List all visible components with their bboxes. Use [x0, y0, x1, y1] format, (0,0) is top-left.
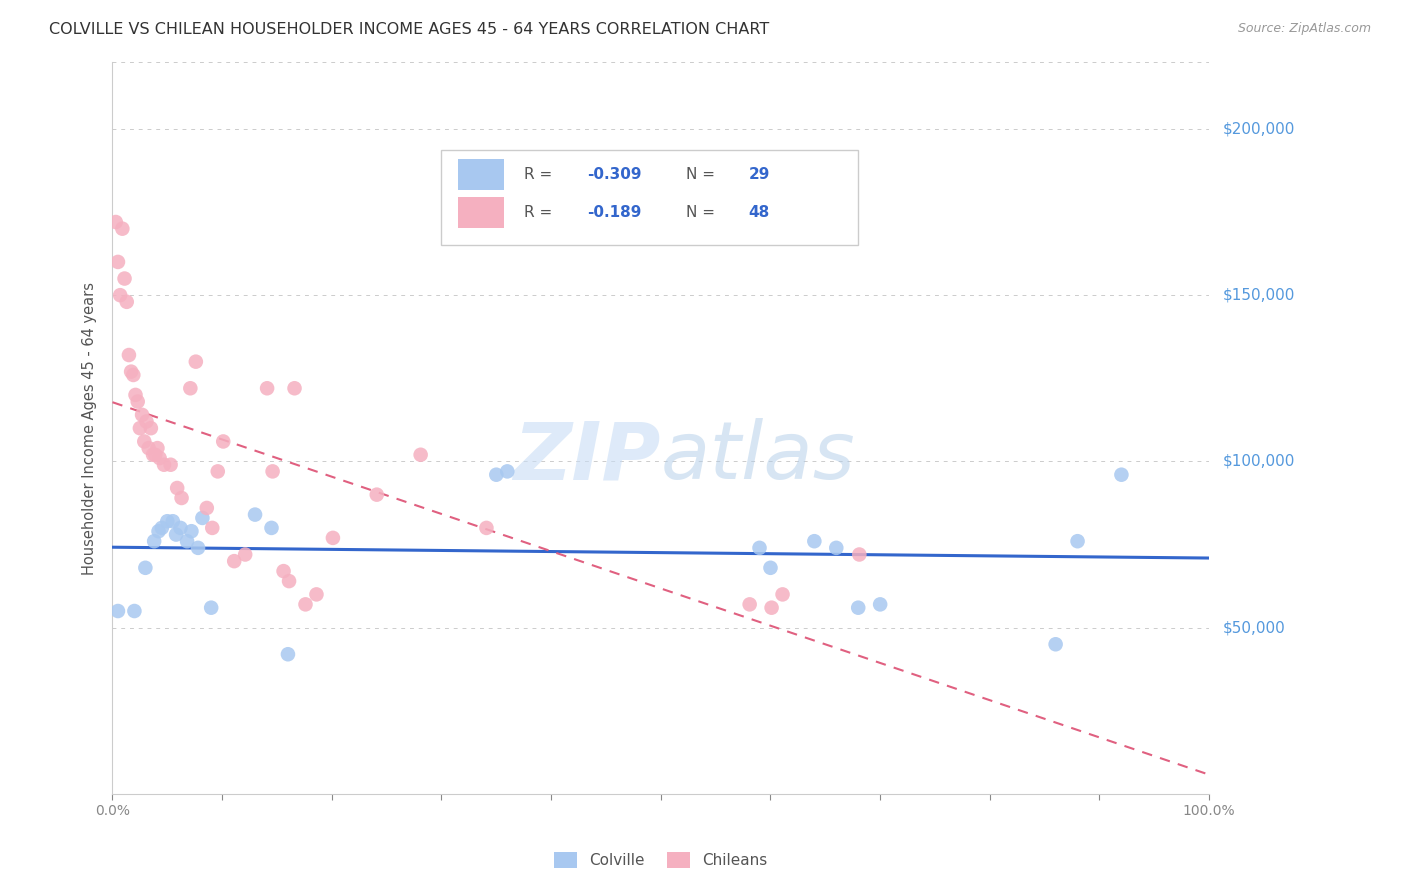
- Point: [212, 434, 235, 449]
- Point: [107, 604, 129, 618]
- Text: -0.189: -0.189: [588, 205, 641, 220]
- Text: $100,000: $100,000: [1223, 454, 1295, 469]
- Y-axis label: Householder Income Ages 45 - 64 years: Householder Income Ages 45 - 64 years: [82, 282, 97, 574]
- Point: [162, 514, 184, 528]
- Point: [260, 521, 283, 535]
- Point: [748, 541, 770, 555]
- Point: [111, 221, 134, 235]
- Point: [142, 448, 165, 462]
- Text: $50,000: $50,000: [1223, 620, 1286, 635]
- Point: [170, 491, 193, 505]
- Point: [131, 408, 153, 422]
- Text: $150,000: $150,000: [1223, 288, 1295, 302]
- Text: R =: R =: [524, 205, 557, 220]
- Point: [150, 521, 173, 535]
- Text: COLVILLE VS CHILEAN HOUSEHOLDER INCOME AGES 45 - 64 YEARS CORRELATION CHART: COLVILLE VS CHILEAN HOUSEHOLDER INCOME A…: [49, 22, 769, 37]
- Point: [176, 534, 198, 549]
- Point: [233, 548, 256, 562]
- Point: [169, 521, 191, 535]
- Point: [243, 508, 266, 522]
- Point: [156, 514, 179, 528]
- Point: [184, 354, 207, 368]
- Point: [179, 381, 201, 395]
- Point: [159, 458, 181, 472]
- Point: [772, 587, 794, 601]
- Point: [187, 541, 209, 555]
- Point: [143, 534, 166, 549]
- Point: [134, 561, 156, 575]
- Point: [118, 348, 141, 362]
- Point: [114, 271, 136, 285]
- Text: 48: 48: [748, 205, 770, 220]
- Text: N =: N =: [686, 167, 720, 182]
- Text: 29: 29: [748, 167, 770, 182]
- Point: [124, 604, 146, 618]
- Point: [122, 368, 145, 382]
- Point: [1066, 534, 1088, 549]
- Point: [496, 464, 519, 478]
- Text: N =: N =: [686, 205, 720, 220]
- Point: [322, 531, 344, 545]
- Point: [803, 534, 825, 549]
- Point: [139, 421, 162, 435]
- Point: [759, 561, 782, 575]
- Point: [277, 647, 299, 661]
- Point: [129, 421, 152, 435]
- Point: [207, 464, 229, 478]
- Point: [108, 288, 131, 302]
- Point: [409, 448, 432, 462]
- Point: [262, 464, 284, 478]
- Point: [195, 500, 218, 515]
- Point: [825, 541, 848, 555]
- Point: [120, 365, 142, 379]
- Text: $200,000: $200,000: [1223, 121, 1295, 136]
- Point: [143, 448, 166, 462]
- Point: [848, 548, 870, 562]
- Point: [135, 415, 157, 429]
- Point: [165, 527, 187, 541]
- Point: [104, 215, 127, 229]
- Point: [761, 600, 783, 615]
- Point: [256, 381, 278, 395]
- Legend: Colville, Chileans: Colville, Chileans: [548, 846, 773, 874]
- Point: [115, 294, 138, 309]
- Point: [224, 554, 246, 568]
- FancyBboxPatch shape: [458, 197, 503, 227]
- Text: Source: ZipAtlas.com: Source: ZipAtlas.com: [1237, 22, 1371, 36]
- Point: [1111, 467, 1133, 482]
- Point: [273, 564, 295, 578]
- Point: [127, 394, 149, 409]
- Point: [475, 521, 498, 535]
- Point: [148, 524, 170, 539]
- Point: [278, 574, 301, 588]
- FancyBboxPatch shape: [458, 159, 503, 190]
- Text: ZIP: ZIP: [513, 418, 661, 497]
- Point: [124, 388, 146, 402]
- Point: [846, 600, 869, 615]
- Point: [107, 255, 129, 269]
- Point: [200, 600, 222, 615]
- Point: [166, 481, 188, 495]
- Point: [485, 467, 508, 482]
- Point: [153, 458, 176, 472]
- Point: [134, 434, 156, 449]
- Point: [294, 598, 316, 612]
- Text: -0.309: -0.309: [588, 167, 643, 182]
- Point: [738, 598, 761, 612]
- Point: [305, 587, 328, 601]
- Point: [180, 524, 202, 539]
- Point: [146, 441, 169, 455]
- Point: [149, 451, 172, 466]
- Point: [283, 381, 305, 395]
- Point: [1045, 637, 1067, 651]
- Text: atlas: atlas: [661, 418, 856, 497]
- Point: [366, 488, 388, 502]
- FancyBboxPatch shape: [441, 150, 858, 245]
- Point: [869, 598, 891, 612]
- Point: [201, 521, 224, 535]
- Point: [138, 441, 160, 455]
- Point: [191, 511, 214, 525]
- Text: R =: R =: [524, 167, 557, 182]
